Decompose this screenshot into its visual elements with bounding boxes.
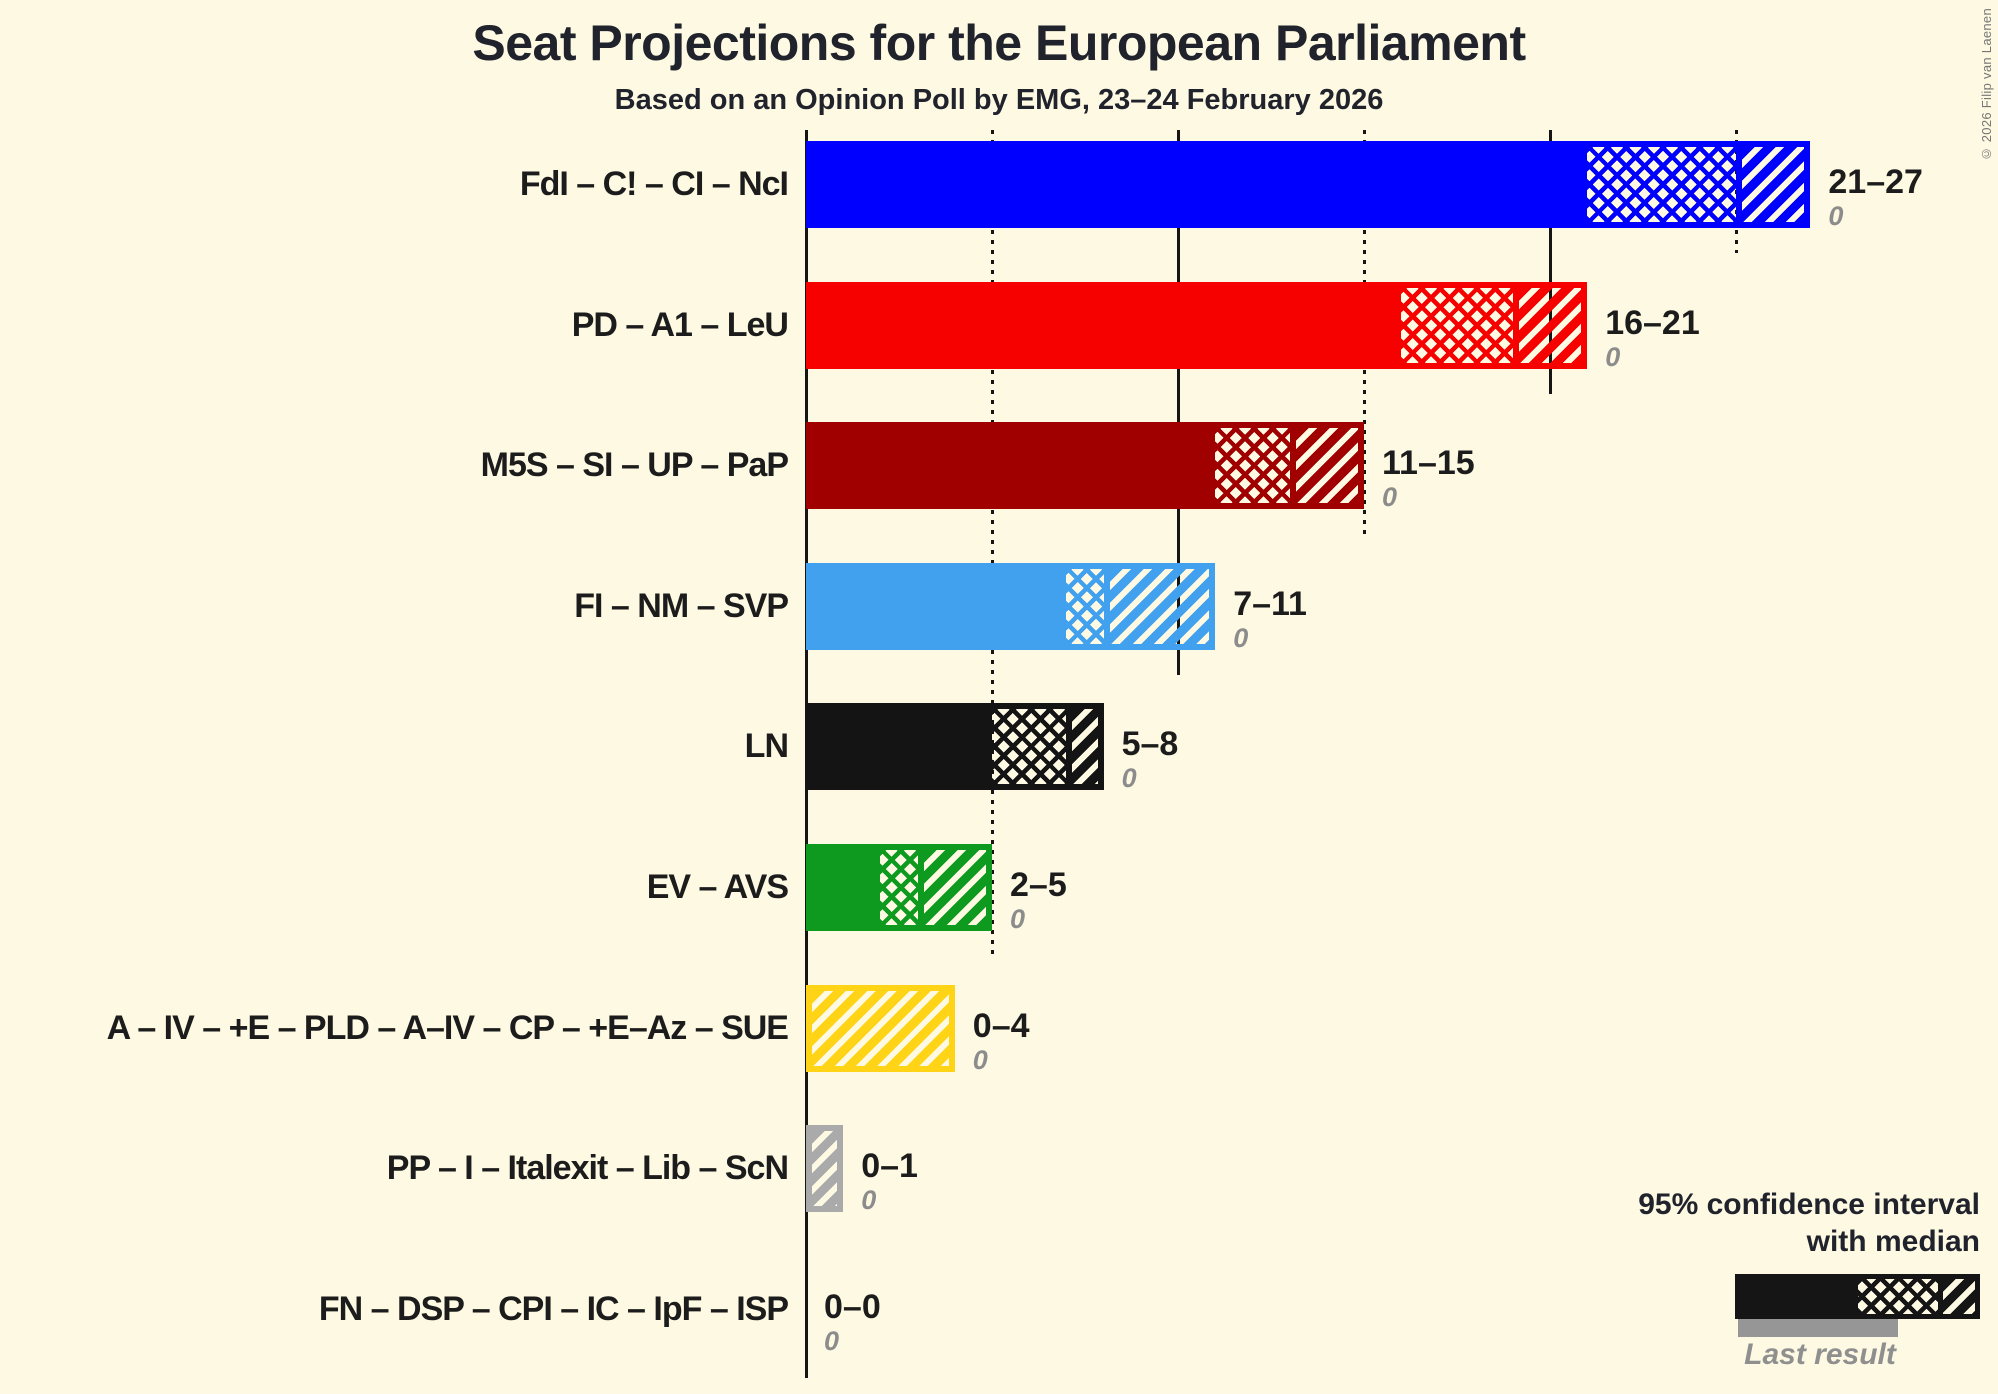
legend-confidence-bar	[1735, 1274, 1980, 1319]
last-result-value: 0	[824, 1325, 840, 1356]
last-result-value: 0	[1382, 482, 1398, 513]
party-label: M5S – SI – UP – PaP	[480, 446, 789, 485]
confidence-bar	[806, 562, 1216, 650]
last-result-value: 0	[1010, 904, 1026, 934]
diagonal-section	[1512, 287, 1582, 363]
chart-title: Seat Projections for the European Parlia…	[472, 15, 1526, 71]
range-label: 16–21	[1605, 303, 1700, 342]
confidence-bar	[806, 1125, 844, 1213]
value-block: 0–1 0	[861, 1147, 918, 1216]
range-label: 0–4	[972, 1006, 1030, 1045]
confidence-bar	[806, 281, 1588, 369]
chart-subtitle: Based on an Opinion Poll by EMG, 23–24 F…	[614, 84, 1384, 116]
crosshatch-section	[1066, 568, 1104, 644]
solid-section	[812, 287, 1402, 363]
value-block: 21–27 0	[1828, 163, 1923, 232]
legend-diagonal-section	[1938, 1279, 1975, 1314]
solid-section	[812, 428, 1216, 504]
confidence-bar	[806, 422, 1364, 510]
value-block: 7–11 0	[1233, 585, 1307, 654]
value-block: 0–0 0	[824, 1288, 881, 1357]
range-label: 0–0	[824, 1287, 881, 1326]
grid-line-5-seats	[990, 130, 994, 956]
diagonal-section	[917, 850, 986, 925]
legend-solid-section	[1740, 1279, 1858, 1314]
party-label: LN	[744, 727, 789, 766]
party-label: FN – DSP – CPI – IC – IpF – ISP	[318, 1289, 789, 1328]
legend-ci-label: 95% confidence interval with median	[1280, 1186, 1980, 1260]
confidence-bar	[806, 141, 1811, 228]
party-label: EV – AVS	[646, 868, 789, 906]
crosshatch-section	[1401, 287, 1513, 363]
grid-line-20-seats	[1548, 130, 1552, 394]
diagonal-section	[812, 1131, 838, 1207]
value-block: 16–21 0	[1605, 304, 1700, 373]
value-block: 11–15 0	[1382, 444, 1475, 513]
grid-line-10-seats	[1176, 130, 1180, 675]
range-label: 11–15	[1382, 444, 1475, 483]
crosshatch-section	[1587, 147, 1736, 222]
last-result-value: 0	[972, 1044, 988, 1075]
solid-section	[812, 568, 1067, 644]
range-label: 5–8	[1121, 725, 1179, 764]
crosshatch-section	[1215, 428, 1290, 504]
legend-crosshatch-section	[1858, 1279, 1938, 1314]
confidence-bar	[806, 844, 992, 931]
copyright-note: © 2026 Filip van Laenen	[1979, 8, 1994, 162]
legend-ci-line1: 95% confidence interval	[1638, 1188, 1980, 1221]
legend-ci-line2: with median	[1806, 1225, 1980, 1258]
party-label: PD – A1 – LeU	[571, 305, 789, 344]
solid-section	[812, 709, 992, 785]
solid-section	[812, 147, 1588, 222]
party-label: A – IV – +E – PLD – A–IV – CP – +E–Az – …	[106, 1008, 789, 1047]
last-result-value: 0	[1121, 763, 1137, 794]
solid-section	[812, 850, 881, 925]
last-result-value: 0	[1605, 341, 1621, 372]
range-label: 21–27	[1828, 163, 1923, 201]
value-block: 5–8 0	[1122, 725, 1179, 794]
confidence-bar	[806, 703, 1104, 791]
confidence-bar	[806, 984, 955, 1072]
party-label: FdI – C! – CI – NcI	[519, 165, 789, 203]
crosshatch-section	[880, 850, 918, 925]
party-label: FI – NM – SVP	[574, 586, 789, 625]
legend-last-result-label: Last result	[1744, 1338, 1896, 1371]
last-result-value: 0	[1828, 201, 1844, 231]
party-label: PP – I – Italexit – Lib – ScN	[386, 1149, 789, 1188]
diagonal-section	[1289, 428, 1358, 504]
legend-last-result-bar	[1738, 1319, 1898, 1337]
diagonal-section	[1103, 568, 1210, 644]
diagonal-section	[1066, 709, 1098, 785]
value-block: 2–5 0	[1010, 866, 1067, 935]
range-label: 0–1	[861, 1147, 918, 1186]
value-block: 0–4 0	[973, 1007, 1030, 1076]
last-result-value: 0	[861, 1185, 877, 1216]
diagonal-section	[812, 990, 949, 1066]
crosshatch-section	[992, 709, 1067, 785]
diagonal-section	[1735, 147, 1805, 222]
range-label: 7–11	[1233, 584, 1307, 623]
last-result-value: 0	[1233, 622, 1249, 653]
range-label: 2–5	[1010, 866, 1067, 904]
